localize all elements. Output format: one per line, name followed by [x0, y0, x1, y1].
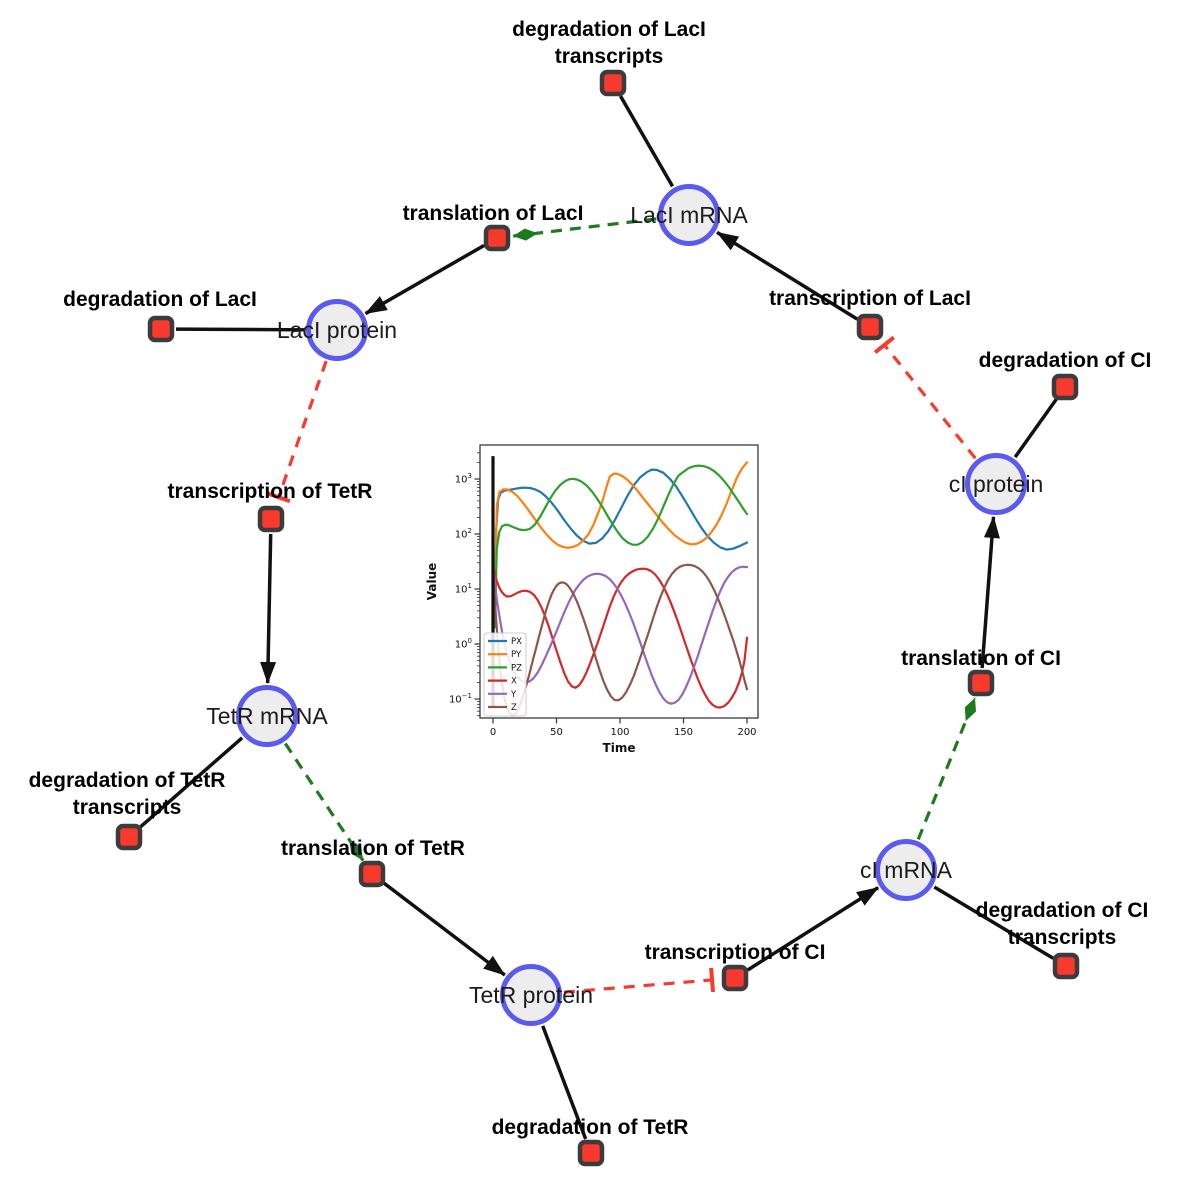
chart-ylabel: Value — [425, 563, 439, 601]
edge-production-transc_ci-ci_mrna — [746, 886, 880, 972]
legend-label-Y: Y — [510, 690, 517, 700]
legend-label-PZ: PZ — [511, 663, 522, 673]
reaction-node-transc_laci[interactable] — [856, 313, 884, 341]
legend-label-X: X — [511, 677, 517, 687]
reaction-node-deg_laci_tx[interactable] — [599, 69, 627, 97]
reaction-label-deg_ci_tx-line1: degradation of CI — [976, 899, 1149, 922]
species-label-tetr_protein: TetR protein — [469, 982, 593, 1008]
labels-layer: degradation of LacI transcripts translatio… — [29, 18, 1152, 1139]
reaction-label-deg_laci_tx-line2: transcripts — [555, 45, 664, 68]
edges-layer — [139, 95, 1058, 1140]
reaction-node-transl_tetr[interactable] — [358, 860, 386, 888]
reaction-node-deg_laci[interactable] — [147, 315, 175, 343]
chart-y-tick-label: 103 — [455, 472, 472, 486]
edge-production-transl_ci-ci_protein — [980, 515, 1000, 669]
edge-production-transl_laci-laci_protein — [364, 243, 485, 316]
chart-series-PZ — [493, 464, 749, 629]
edge-inhibition-laci_protein-transc_tetr — [279, 360, 328, 497]
species-node-laci_protein[interactable] — [306, 299, 368, 361]
edge-production-transl_tetr-tetr_protein — [382, 881, 506, 977]
reaction-label-deg_laci: degradation of LacI — [63, 288, 257, 311]
reaction-node-transl_laci[interactable] — [483, 224, 511, 252]
species-node-laci_mrna[interactable] — [658, 184, 720, 246]
reaction-label-transl_ci: translation of CI — [901, 647, 1061, 670]
species-node-ci_mrna[interactable] — [875, 839, 937, 901]
legend-label-PY: PY — [511, 650, 522, 660]
nodes-layer — [115, 69, 1080, 1167]
reaction-node-deg_tetr_tx[interactable] — [115, 823, 143, 851]
species-label-ci_mrna: cI mRNA — [860, 857, 953, 883]
species-label-laci_protein: LacI protein — [277, 317, 397, 343]
reaction-label-transc_ci: transcription of CI — [645, 941, 826, 964]
reaction-node-transc_ci[interactable] — [721, 964, 749, 992]
reaction-label-deg_tetr_tx-line1: degradation of TetR — [29, 769, 226, 792]
edge-catalysis-laci_mrna-transl_laci — [512, 217, 657, 241]
edge-catalysis-tetr_mrna-transl_tetr — [283, 742, 365, 862]
chart-x-tick-label: 150 — [674, 727, 693, 738]
reaction-label-deg_ci: degradation of CI — [979, 349, 1152, 372]
chart-x-tick-label: 100 — [610, 727, 629, 738]
edge-consumption-tetr_protein-deg_tetr — [541, 1025, 588, 1140]
reaction-label-deg_ci_tx-line2: transcripts — [1008, 926, 1117, 949]
reaction-label-transl_tetr: translation of TetR — [281, 837, 465, 860]
reaction-label-transl_laci: translation of LacI — [403, 202, 584, 225]
chart-series-PX — [493, 468, 749, 619]
legend-label-Z: Z — [511, 703, 517, 713]
chart-ticks: 0 50 100 150 200 103 102 101 100 10−1 — [449, 452, 757, 738]
chart-y-tick-label: 102 — [455, 527, 472, 541]
inset-time-series-chart: 0 50 100 150 20010310210110010−1TimeValuePXP… — [424, 434, 774, 770]
edge-consumption-laci_protein-deg_laci — [175, 327, 305, 332]
chart-series-group — [491, 456, 749, 717]
chart-x-tick-label: 200 — [737, 727, 756, 738]
chart-legend: PX PY PZ XYZ — [483, 632, 527, 717]
edge-catalysis-ci_mrna-transl_ci — [916, 697, 977, 840]
species-label-laci_mrna: LacI mRNA — [630, 202, 748, 228]
chart-x-tick-label: 50 — [550, 727, 563, 738]
edge-production-transc_tetr-tetr_mrna — [260, 533, 277, 685]
edge-consumption-laci_mrna-deg_laci_tx — [618, 95, 675, 188]
legend-label-PX: PX — [511, 637, 522, 647]
chart-y-tick-label: 10−1 — [449, 692, 472, 706]
edge-inhibition-ci_protein-transc_laci — [884, 345, 977, 460]
reaction-label-transc_tetr: transcription of TetR — [168, 480, 373, 503]
edge-consumption-ci_mrna-deg_ci_tx — [933, 885, 1055, 960]
reaction-label-deg_tetr_tx-line2: transcripts — [73, 796, 182, 819]
reaction-node-transc_tetr[interactable] — [257, 505, 285, 533]
edge-production-transc_laci-laci_mrna — [716, 230, 859, 321]
edge-inhibition-tetr_protein-transc_ci — [563, 980, 712, 994]
edge-consumption-tetr_mrna-deg_tetr_tx — [139, 736, 244, 829]
chart-y-tick-label: 100 — [455, 637, 472, 651]
species-node-tetr_protein[interactable] — [500, 964, 562, 1026]
chart-series-PY — [493, 461, 749, 619]
reaction-label-deg_laci_tx-line1: degradation of LacI — [512, 18, 706, 41]
species-label-tetr_mrna: TetR mRNA — [206, 703, 328, 729]
species-node-tetr_mrna[interactable] — [236, 685, 298, 747]
edge-consumption-ci_protein-deg_ci — [1013, 398, 1058, 459]
species-label-ci_protein: cI protein — [949, 471, 1044, 497]
reaction-node-deg_ci_tx[interactable] — [1052, 952, 1080, 980]
reaction-node-deg_ci[interactable] — [1051, 373, 1079, 401]
reaction-label-deg_tetr: degradation of TetR — [492, 1116, 689, 1139]
reaction-node-deg_tetr[interactable] — [577, 1139, 605, 1167]
reaction-node-transl_ci[interactable] — [967, 669, 995, 697]
chart-y-tick-label: 101 — [455, 582, 472, 596]
reaction-label-transc_laci: transcription of LacI — [769, 287, 971, 310]
chart-x-tick-label: 0 — [490, 727, 496, 738]
species-node-ci_protein[interactable] — [965, 453, 1027, 515]
chart-xlabel: Time — [603, 741, 636, 755]
